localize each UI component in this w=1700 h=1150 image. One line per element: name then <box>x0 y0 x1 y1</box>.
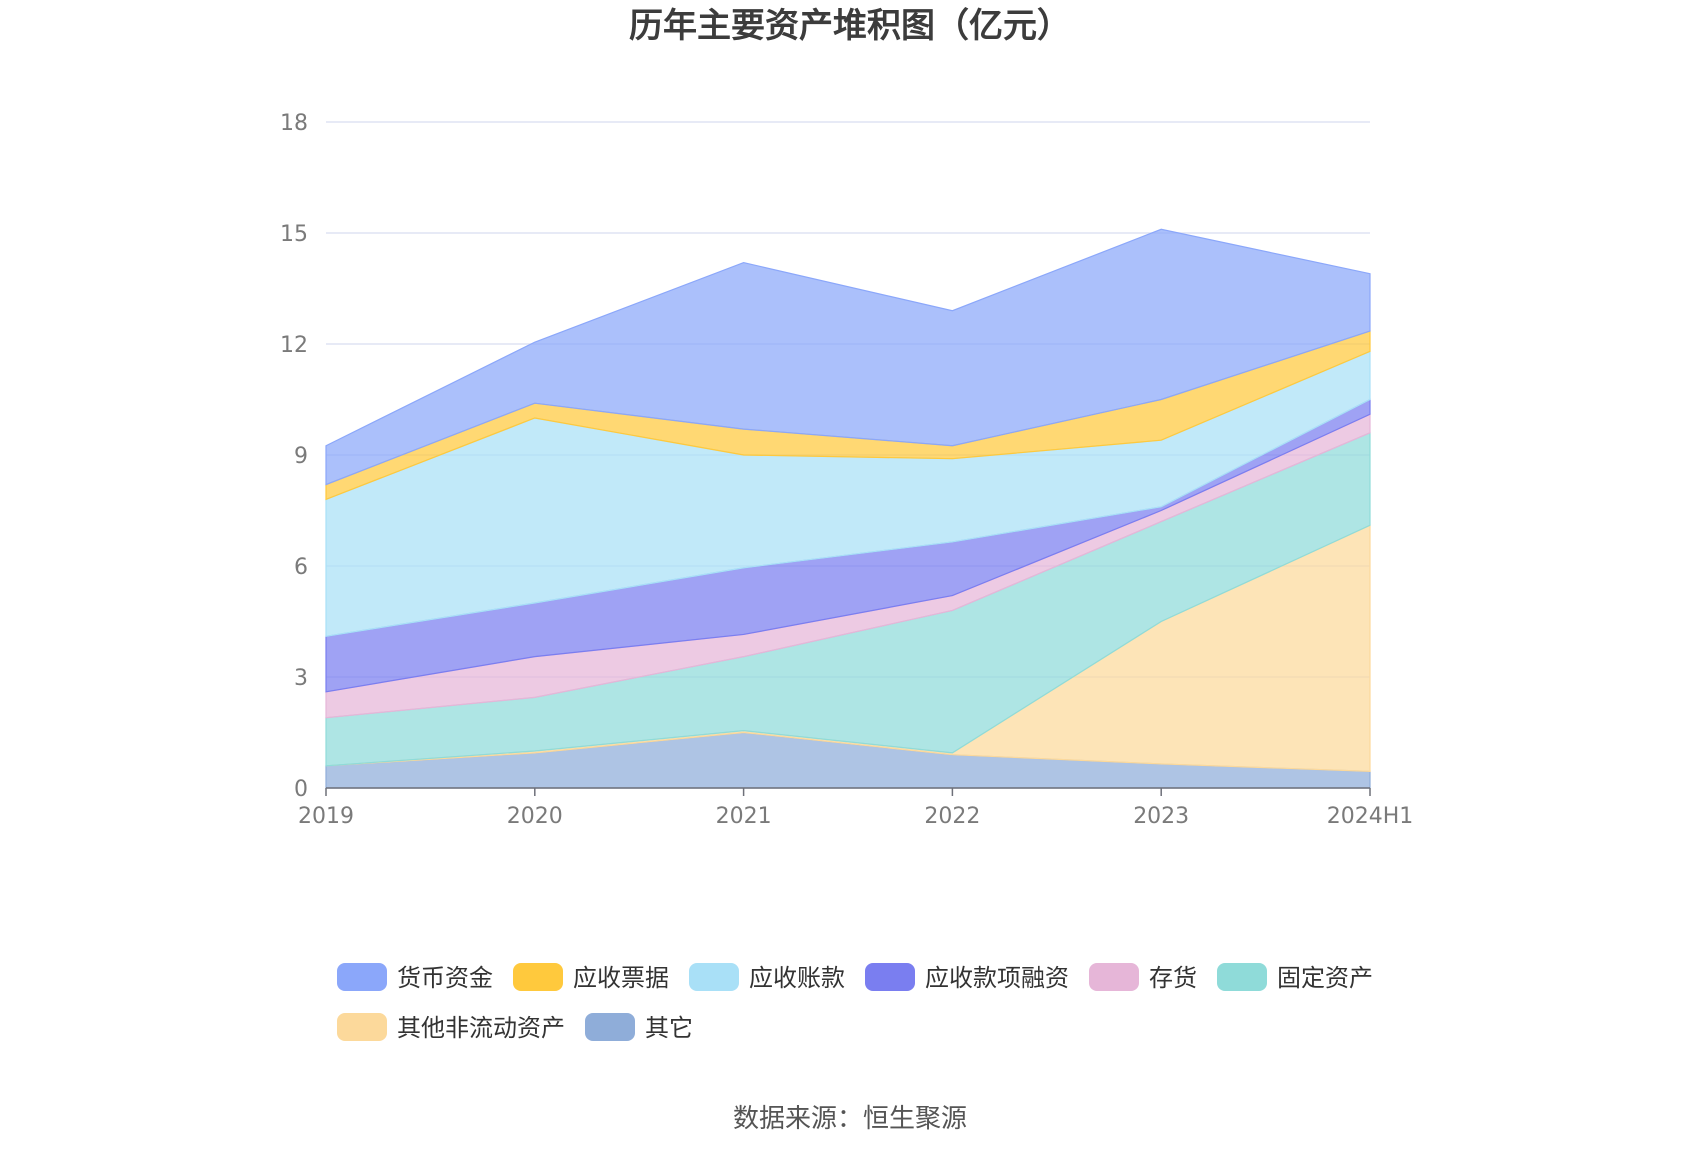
y-tick-label: 3 <box>294 666 308 691</box>
x-axis <box>325 787 1371 796</box>
plot-areas <box>325 228 1371 789</box>
legend-label: 应收账款 <box>749 964 845 992</box>
legend-swatch <box>585 1013 635 1041</box>
x-tick-label: 2021 <box>716 804 772 829</box>
x-tick-labels: 2019 2020 2021 2022 2023 2024H1 <box>298 804 1413 829</box>
legend-label: 固定资产 <box>1277 964 1373 992</box>
x-tick-label: 2024H1 <box>1327 804 1414 829</box>
legend-swatch <box>689 963 739 991</box>
source-note: 数据来源：恒生聚源 <box>733 1104 967 1134</box>
legend-swatch <box>865 963 915 991</box>
y-tick-label: 12 <box>280 333 308 358</box>
legend-swatch <box>1089 963 1139 991</box>
x-tick-label: 2019 <box>298 804 354 829</box>
x-tick-label: 2020 <box>507 804 563 829</box>
y-tick-label: 18 <box>280 111 308 136</box>
legend-label: 存货 <box>1149 964 1197 992</box>
legend-label: 应收款项融资 <box>925 964 1069 992</box>
x-tick-label: 2023 <box>1133 804 1189 829</box>
chart-title: 历年主要资产堆积图（亿元） <box>629 6 1071 46</box>
y-axis: 0 3 6 9 12 15 18 <box>280 111 308 802</box>
y-tick-label: 15 <box>280 222 308 247</box>
legend-label: 货币资金 <box>397 964 493 992</box>
legend-label: 其它 <box>645 1014 693 1042</box>
legend-swatch <box>1217 963 1267 991</box>
y-tick-label: 0 <box>294 777 308 802</box>
legend-swatch <box>337 1013 387 1041</box>
legend-swatch <box>337 963 387 991</box>
y-tick-label: 6 <box>294 555 308 580</box>
legend-label: 其他非流动资产 <box>397 1014 565 1042</box>
legend-label: 应收票据 <box>573 964 669 992</box>
x-tick-label: 2022 <box>924 804 980 829</box>
area-series <box>325 228 1371 486</box>
legend-swatch <box>513 963 563 991</box>
y-tick-label: 9 <box>294 444 308 469</box>
